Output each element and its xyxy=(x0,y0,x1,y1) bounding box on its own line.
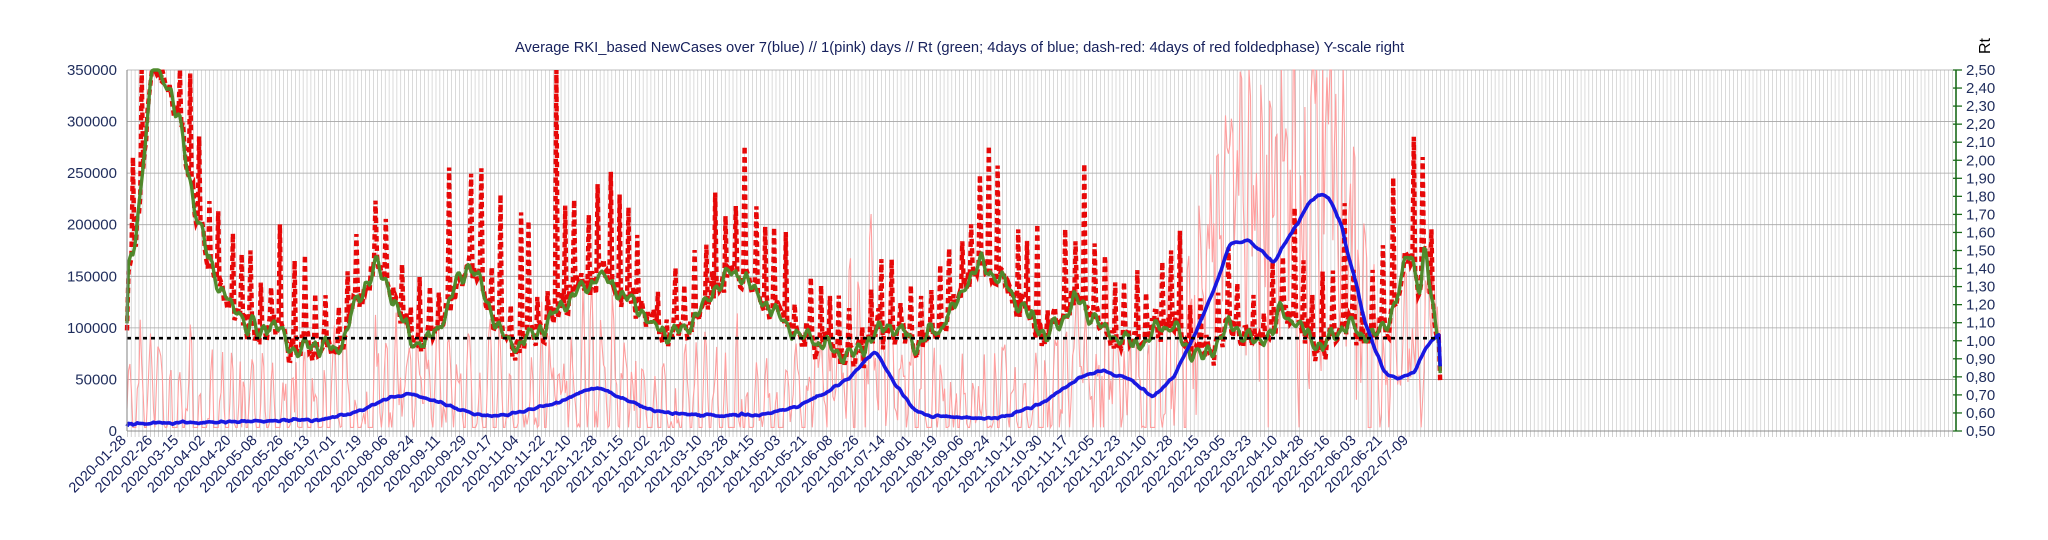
svg-text:50000: 50000 xyxy=(75,371,117,388)
svg-text:Rt: Rt xyxy=(1977,37,1994,54)
svg-text:2,50: 2,50 xyxy=(1966,62,1995,79)
svg-text:2,20: 2,20 xyxy=(1966,116,1995,133)
svg-text:100000: 100000 xyxy=(67,320,117,337)
svg-text:200000: 200000 xyxy=(67,217,117,234)
svg-text:1,30: 1,30 xyxy=(1966,279,1995,296)
svg-text:1,50: 1,50 xyxy=(1966,243,1995,260)
svg-text:2,10: 2,10 xyxy=(1966,134,1995,151)
svg-text:0,60: 0,60 xyxy=(1966,405,1995,422)
svg-text:1,10: 1,10 xyxy=(1966,315,1995,332)
svg-text:1,40: 1,40 xyxy=(1966,261,1995,278)
svg-text:0,90: 0,90 xyxy=(1966,351,1995,368)
svg-text:2,30: 2,30 xyxy=(1966,98,1995,115)
svg-text:350000: 350000 xyxy=(67,62,117,79)
svg-text:150000: 150000 xyxy=(67,268,117,285)
svg-text:1,70: 1,70 xyxy=(1966,206,1995,223)
svg-text:1,00: 1,00 xyxy=(1966,333,1995,350)
svg-text:2,40: 2,40 xyxy=(1966,80,1995,97)
svg-text:1,80: 1,80 xyxy=(1966,188,1995,205)
svg-text:1,90: 1,90 xyxy=(1966,170,1995,187)
svg-text:300000: 300000 xyxy=(67,114,117,131)
svg-text:0,70: 0,70 xyxy=(1966,387,1995,404)
svg-text:250000: 250000 xyxy=(67,165,117,182)
svg-text:1,20: 1,20 xyxy=(1966,297,1995,314)
svg-text:0,80: 0,80 xyxy=(1966,369,1995,386)
svg-text:2,00: 2,00 xyxy=(1966,152,1995,169)
svg-text:Average RKI_based NewCases ove: Average RKI_based NewCases over 7(blue) … xyxy=(515,40,1404,56)
svg-text:0,50: 0,50 xyxy=(1966,423,1995,440)
svg-text:1,60: 1,60 xyxy=(1966,224,1995,241)
